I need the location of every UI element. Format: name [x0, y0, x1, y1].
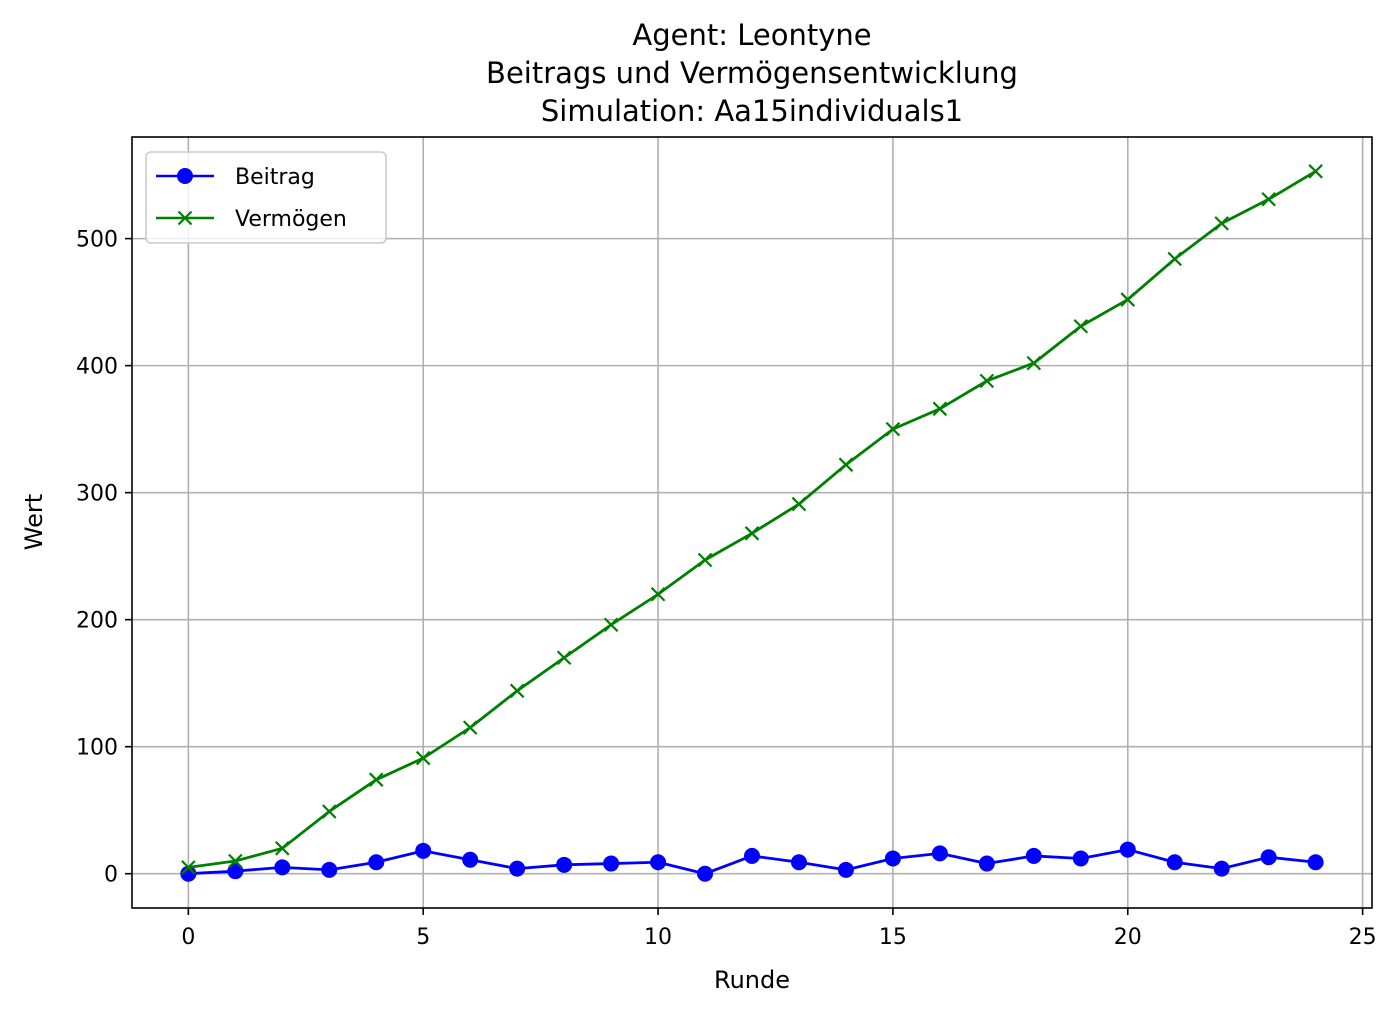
- y-tick-label: 200: [76, 609, 118, 634]
- x-tick-label: 0: [181, 925, 195, 950]
- legend-label-vermoegen: Vermögen: [235, 207, 347, 232]
- data-point-beitrag: [744, 847, 760, 864]
- y-axis-label: Wert: [20, 494, 48, 550]
- x-tick-label: 5: [416, 925, 430, 950]
- data-point-vermoegen: [321, 804, 337, 819]
- x-tick-label: 20: [1114, 925, 1142, 950]
- legend-marker-beitrag: [177, 168, 193, 184]
- data-point-beitrag: [650, 854, 667, 871]
- data-point-vermoegen: [838, 457, 854, 472]
- data-point-beitrag: [1025, 847, 1042, 864]
- data-point-beitrag: [790, 854, 807, 871]
- grid-lines: [132, 137, 1372, 908]
- data-point-vermoegen: [368, 772, 384, 787]
- plot-area-frame: [131, 136, 1373, 909]
- data-point-vermoegen: [650, 586, 666, 602]
- data-point-vermoegen: [415, 750, 431, 766]
- data-point-beitrag: [1166, 854, 1183, 871]
- data-point-vermoegen: [1026, 355, 1042, 371]
- data-point-vermoegen: [885, 421, 901, 437]
- x-axis-ticks: 0 5 10 15 20 25: [181, 908, 1377, 950]
- data-point-beitrag: [1119, 841, 1136, 858]
- x-tick-label: 15: [879, 925, 907, 950]
- data-point-beitrag: [415, 842, 432, 859]
- data-point-vermoegen: [509, 683, 525, 699]
- data-point-vermoegen: [603, 617, 619, 633]
- data-point-beitrag: [368, 854, 385, 871]
- data-point-vermoegen: [697, 552, 713, 568]
- data-point-beitrag: [180, 865, 197, 882]
- y-tick-label: 500: [76, 228, 118, 253]
- data-point-beitrag: [603, 855, 620, 872]
- x-tick-label: 25: [1349, 925, 1377, 950]
- data-point-vermoegen: [1261, 191, 1276, 207]
- data-point-beitrag: [227, 863, 244, 880]
- data-point-vermoegen: [1120, 292, 1136, 307]
- y-tick-label: 100: [76, 736, 118, 761]
- data-point-beitrag: [931, 845, 948, 862]
- y-tick-label: 400: [76, 355, 118, 380]
- legend: Beitrag Vermögen: [145, 151, 387, 244]
- data-point-beitrag: [462, 851, 479, 868]
- data-point-beitrag: [556, 856, 573, 873]
- data-point-beitrag: [321, 861, 338, 878]
- x-axis-label: Runde: [714, 966, 790, 994]
- data-point-beitrag: [509, 860, 526, 877]
- data-point-vermoegen: [1167, 251, 1183, 267]
- chart-title: Agent: Leontyne Beitrags und Vermögensen…: [486, 18, 1018, 128]
- data-point-beitrag: [274, 859, 291, 876]
- data-point-vermoegen: [932, 401, 948, 417]
- data-point-vermoegen: [1214, 216, 1229, 231]
- data-series: [180, 164, 1324, 882]
- y-tick-label: 300: [76, 482, 118, 507]
- data-point-beitrag: [1213, 860, 1230, 877]
- data-point-beitrag: [697, 865, 714, 882]
- chart-title-line-2: Beitrags und Vermögensentwicklung: [486, 56, 1018, 90]
- data-point-beitrag: [837, 861, 854, 878]
- chart-title-line-1: Agent: Leontyne: [632, 18, 871, 52]
- data-point-vermoegen: [791, 496, 807, 512]
- data-point-beitrag: [1260, 849, 1277, 866]
- data-point-vermoegen: [979, 373, 995, 389]
- data-point-beitrag: [1072, 850, 1089, 867]
- data-point-vermoegen: [1073, 318, 1089, 334]
- data-point-beitrag: [1307, 854, 1324, 871]
- data-point-vermoegen: [228, 853, 243, 869]
- data-point-vermoegen: [556, 650, 572, 666]
- y-tick-label: 0: [104, 863, 118, 888]
- y-axis-ticks: 0 100 200 300 400 500: [76, 228, 132, 888]
- data-point-beitrag: [978, 855, 995, 872]
- data-point-vermoegen: [275, 841, 290, 856]
- data-point-beitrag: [884, 850, 901, 867]
- data-point-vermoegen: [462, 720, 478, 735]
- data-point-vermoegen: [744, 526, 760, 541]
- legend-label-beitrag: Beitrag: [235, 165, 315, 190]
- data-point-vermoegen: [1308, 164, 1323, 179]
- x-tick-label: 10: [644, 925, 672, 950]
- chart-title-line-3: Simulation: Aa15individuals1: [541, 94, 963, 128]
- data-point-vermoegen: [181, 860, 196, 875]
- legend-marker-vermoegen: [177, 210, 193, 226]
